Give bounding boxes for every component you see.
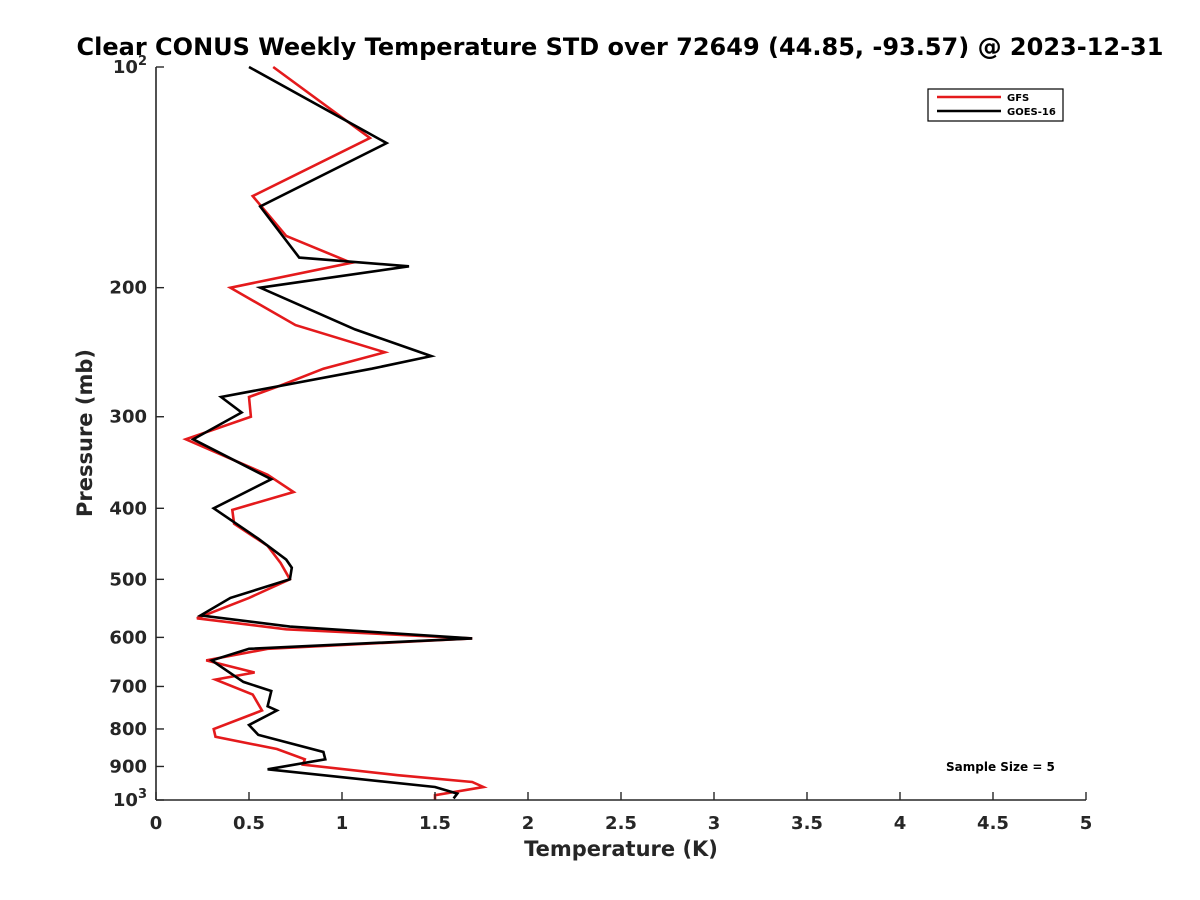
y-tick-label: 700 xyxy=(109,676,147,697)
y-tick-label: 400 xyxy=(109,498,147,519)
series-line-goes16 xyxy=(190,65,473,800)
y-tick-label: 103 xyxy=(113,787,147,811)
x-tick-label: 0.5 xyxy=(233,813,265,834)
chart-title: Clear CONUS Weekly Temperature STD over … xyxy=(77,33,1164,61)
x-tick-label: 2 xyxy=(522,813,535,834)
y-axis-ticks: 102 200 300 400 500 600 700 800 900 103 xyxy=(109,54,164,811)
x-tick-label: 0 xyxy=(150,813,163,834)
y-tick-label: 500 xyxy=(109,569,147,590)
sample-size-annotation: Sample Size = 5 xyxy=(946,760,1055,774)
y-tick-label: 600 xyxy=(109,627,147,648)
legend-label-goes16: GOES-16 xyxy=(1007,107,1056,118)
y-tick-label: 200 xyxy=(109,278,147,299)
legend-label-gfs: GFS xyxy=(1007,93,1029,104)
x-tick-label: 4 xyxy=(894,813,907,834)
x-tick-label: 2.5 xyxy=(605,813,637,834)
x-tick-label: 3 xyxy=(708,813,721,834)
x-axis-label: Temperature (K) xyxy=(524,837,718,861)
x-tick-label: 5 xyxy=(1080,813,1093,834)
x-tick-label: 3.5 xyxy=(791,813,823,834)
y-tick-label: 300 xyxy=(109,407,147,428)
x-tick-label: 1 xyxy=(336,813,349,834)
y-tick-label: 900 xyxy=(109,756,147,777)
legend: GFS GOES-16 xyxy=(927,88,1064,122)
legend-box xyxy=(927,88,1064,122)
y-tick-label: 800 xyxy=(109,719,147,740)
series-layer xyxy=(182,65,488,800)
y-axis-label: Pressure (mb) xyxy=(73,349,97,517)
x-tick-label: 1.5 xyxy=(419,813,451,834)
x-axis-ticks: 0 0.5 1 1.5 2 2.5 3 3.5 4 4.5 5 xyxy=(150,792,1093,834)
y-tick-label: 102 xyxy=(113,54,147,78)
series-line-gfs xyxy=(182,65,488,800)
x-tick-label: 4.5 xyxy=(977,813,1009,834)
